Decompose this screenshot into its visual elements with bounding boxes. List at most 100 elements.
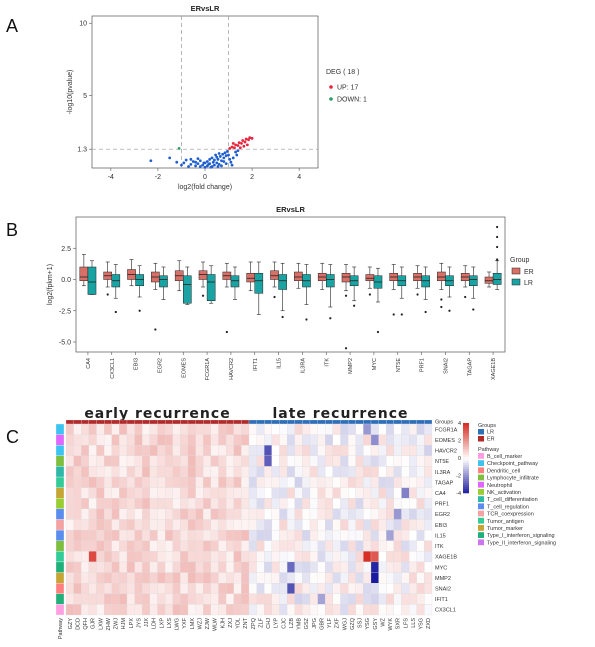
heatmap-cell bbox=[325, 498, 333, 510]
heatmap-cell bbox=[424, 423, 433, 435]
heatmap-group-cell-29 bbox=[287, 419, 295, 425]
heatmap-cell bbox=[195, 476, 204, 488]
heatmap-group-cell-2 bbox=[81, 419, 89, 425]
heatmap-cell bbox=[378, 508, 387, 520]
heatmap-colorbar-seg-26 bbox=[463, 475, 469, 478]
heatmap-cell bbox=[210, 455, 219, 467]
heatmap-cell bbox=[172, 583, 181, 594]
heatmap-cell bbox=[256, 561, 265, 573]
heatmap-cell bbox=[348, 519, 356, 531]
heatmap-cell bbox=[370, 551, 379, 563]
heatmap-cell bbox=[363, 583, 372, 594]
volcano-point-0-45 bbox=[180, 163, 183, 167]
heatmap-cell bbox=[195, 540, 204, 552]
heatmap-cell bbox=[302, 487, 311, 499]
heatmap-cell bbox=[256, 593, 265, 605]
volcano-xtick-label-4: 4 bbox=[297, 174, 301, 181]
heatmap-group-cell-32 bbox=[309, 419, 318, 425]
heatmap-col-label-14: LWG bbox=[175, 618, 181, 630]
heatmap-cell bbox=[386, 476, 394, 488]
heatmap-group-cell-22 bbox=[233, 419, 242, 425]
heatmap-cell bbox=[241, 593, 250, 605]
heatmap-cell bbox=[325, 508, 333, 520]
volcano-point-0-11 bbox=[203, 165, 207, 169]
heatmap-cell bbox=[370, 466, 379, 478]
heatmap-group-cell-38 bbox=[355, 419, 364, 425]
heatmap-cell bbox=[294, 508, 303, 520]
heatmap-cell bbox=[165, 434, 173, 446]
heatmap-cell bbox=[294, 519, 303, 531]
heatmap-cell bbox=[401, 498, 410, 510]
heatmap-legend-pathway-item-1: Checkpoint_pathway bbox=[487, 461, 538, 467]
volcano-legend-title: DEG ( 18 ) bbox=[326, 69, 359, 76]
box-xtick-label-6: HAVCR2 bbox=[229, 358, 235, 380]
box-xtick-label-16: TAGAP bbox=[467, 358, 473, 377]
heatmap-cell bbox=[233, 519, 242, 531]
heatmap-cell bbox=[424, 519, 433, 531]
heatmap-cell bbox=[348, 593, 356, 605]
heatmap-cell bbox=[187, 498, 196, 510]
heatmap-cell bbox=[355, 561, 364, 573]
heatmap-legend-pathway-item-6: T_cell_differentiation bbox=[487, 497, 538, 503]
heatmap-cell bbox=[226, 572, 234, 584]
box-outlier-ER-MYC-0 bbox=[368, 293, 371, 296]
heatmap-cell bbox=[142, 529, 150, 541]
heatmap-colorbar-seg-34 bbox=[463, 491, 469, 494]
heatmap-cell bbox=[241, 476, 250, 488]
heatmap-legend-pathway-item-5: NK_activation bbox=[487, 490, 521, 496]
heatmap-group-cell-21 bbox=[226, 419, 234, 425]
heatmap-cell bbox=[104, 445, 112, 456]
heatmap-cell bbox=[393, 529, 402, 541]
heatmap-cell bbox=[149, 476, 158, 488]
heatmap-cell bbox=[88, 445, 97, 456]
heatmap-cell bbox=[187, 604, 196, 616]
heatmap-cell bbox=[355, 529, 364, 541]
heatmap-cell bbox=[149, 508, 158, 520]
volcano-point-0-27 bbox=[227, 153, 230, 157]
heatmap-cell bbox=[210, 487, 219, 499]
heatmap-cell bbox=[218, 434, 227, 446]
heatmap-cell bbox=[96, 508, 105, 520]
box-body-LR-XAGE1B bbox=[492, 273, 502, 285]
heatmap-cell bbox=[279, 519, 288, 531]
heatmap-legend-group-item-1: ER bbox=[487, 437, 495, 443]
heatmap-cell bbox=[256, 572, 265, 584]
volcano-point-0-8 bbox=[196, 162, 200, 166]
heatmap-group-cell-19 bbox=[210, 419, 219, 425]
heatmap-cell bbox=[218, 604, 227, 616]
heatmap-cell bbox=[241, 445, 250, 456]
heatmap-cell bbox=[279, 476, 288, 488]
heatmap-legend-groups-title: Groups bbox=[478, 423, 496, 429]
heatmap-cell bbox=[386, 519, 394, 531]
heatmap-cell bbox=[279, 551, 288, 563]
heatmap-cell bbox=[149, 445, 158, 456]
heatmap-cell bbox=[195, 572, 204, 584]
heatmap-cell bbox=[370, 572, 379, 584]
heatmap-cell bbox=[302, 519, 311, 531]
heatmap-cell bbox=[287, 423, 295, 435]
heatmap-cell bbox=[386, 498, 394, 510]
heatmap-cell bbox=[187, 445, 196, 456]
heatmap-cell bbox=[294, 423, 303, 435]
heatmap-cell bbox=[81, 466, 89, 478]
heatmap-cell bbox=[233, 540, 242, 552]
heatmap-cell bbox=[126, 498, 135, 510]
heatmap-cell bbox=[119, 583, 128, 594]
heatmap-cell bbox=[424, 466, 433, 478]
heatmap-row-label-3: NT5E bbox=[435, 459, 449, 465]
heatmap-cell bbox=[378, 561, 387, 573]
heatmap-legend-pathway-key-11 bbox=[478, 532, 484, 538]
volcano-point-2-16 bbox=[245, 143, 249, 147]
heatmap-cell bbox=[317, 476, 326, 488]
heatmap-cell bbox=[142, 519, 150, 531]
heatmap-col-label-47: ZXD bbox=[426, 618, 432, 629]
heatmap-cell bbox=[363, 593, 372, 605]
heatmap-group-cell-26 bbox=[264, 419, 272, 425]
heatmap-cell bbox=[134, 487, 143, 499]
box-body-LR-IL15 bbox=[278, 274, 287, 290]
heatmap-cell bbox=[73, 593, 82, 605]
heatmap-cell bbox=[332, 540, 341, 552]
volcano-point-0-17 bbox=[215, 161, 219, 165]
heatmap-legend-pathway-item-2: Dendritic_cell bbox=[487, 468, 520, 474]
heatmap-cell bbox=[279, 572, 288, 584]
